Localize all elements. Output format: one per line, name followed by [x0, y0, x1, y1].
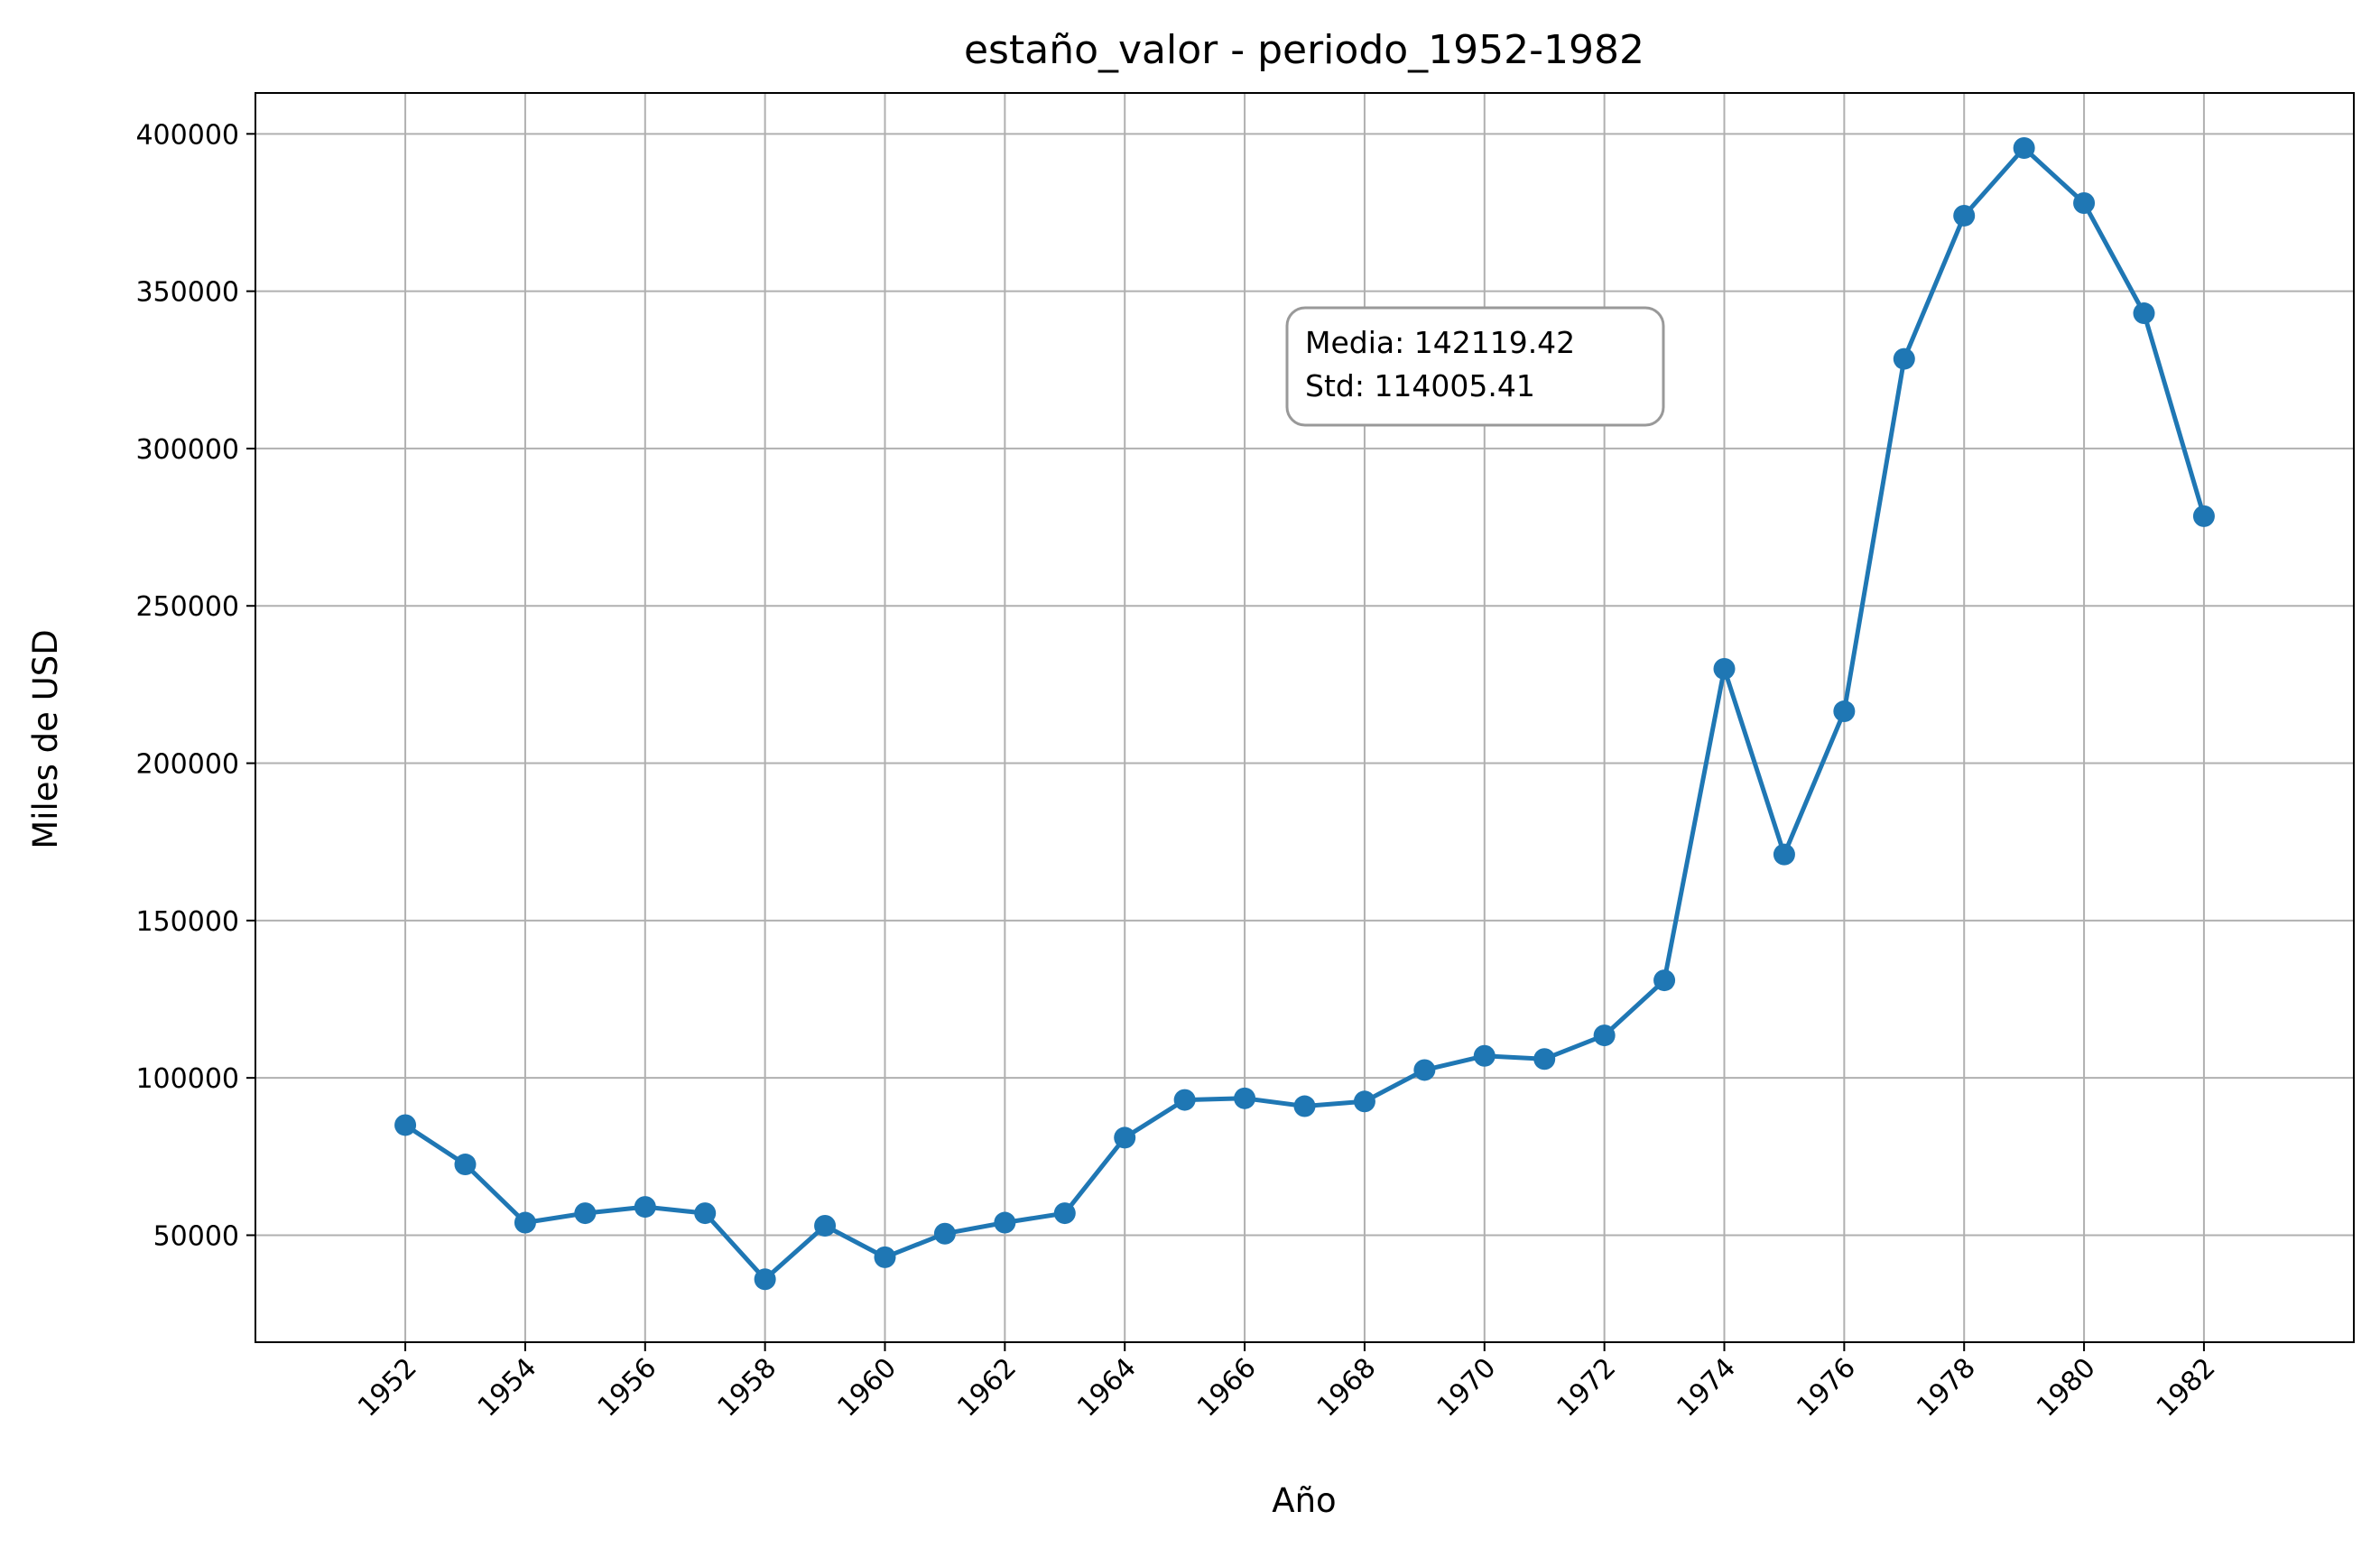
data-point [874, 1246, 896, 1268]
data-point [2133, 302, 2155, 325]
data-point [1293, 1095, 1316, 1117]
data-point [1593, 1024, 1616, 1047]
data-point [754, 1268, 776, 1291]
data-point [454, 1154, 477, 1176]
data-point [1413, 1059, 1436, 1081]
data-point [1953, 204, 1976, 227]
y-tick-label: 350000 [135, 277, 239, 309]
annotation-mean: Media: 142119.42 [1305, 325, 1575, 360]
data-point [814, 1215, 837, 1237]
y-tick-label: 300000 [135, 434, 239, 466]
data-point [1833, 700, 1856, 723]
data-point [1893, 348, 1915, 370]
y-tick-label: 250000 [135, 591, 239, 623]
data-point [2073, 192, 2096, 215]
data-point [694, 1202, 717, 1225]
y-tick-label: 200000 [135, 749, 239, 781]
data-point [394, 1114, 417, 1136]
y-tick-label: 100000 [135, 1063, 239, 1095]
data-point [1653, 969, 1676, 992]
data-point [1533, 1048, 1556, 1071]
data-point [994, 1211, 1016, 1234]
data-point [514, 1211, 536, 1234]
plot-frame [255, 92, 2355, 1343]
annotation-box [1285, 306, 1665, 427]
data-point [2192, 505, 2215, 527]
data-point [574, 1202, 597, 1225]
y-axis-label: Miles de USD [26, 629, 65, 848]
data-point [1353, 1090, 1375, 1113]
y-tick-label: 50000 [153, 1220, 239, 1252]
stats-annotation: Media: 142119.42 Std: 114005.41 [1285, 306, 1665, 427]
data-point [2013, 137, 2035, 160]
x-axis-label: Año [1272, 1481, 1336, 1520]
data-point [1713, 657, 1736, 680]
y-tick-label: 400000 [135, 119, 239, 151]
data-point [933, 1222, 956, 1245]
chart-title: estaño_valor - periodo_1952-1982 [964, 27, 1644, 73]
series-line-group [394, 137, 2215, 1291]
annotation-std: Std: 114005.41 [1305, 368, 1535, 403]
y-tick-label: 150000 [135, 906, 239, 938]
data-point [1473, 1044, 1496, 1067]
data-point [1053, 1202, 1076, 1225]
data-point [634, 1196, 656, 1219]
data-point [1114, 1126, 1136, 1149]
data-point [1173, 1089, 1196, 1111]
data-point [1234, 1087, 1256, 1109]
data-point [1773, 843, 1795, 866]
